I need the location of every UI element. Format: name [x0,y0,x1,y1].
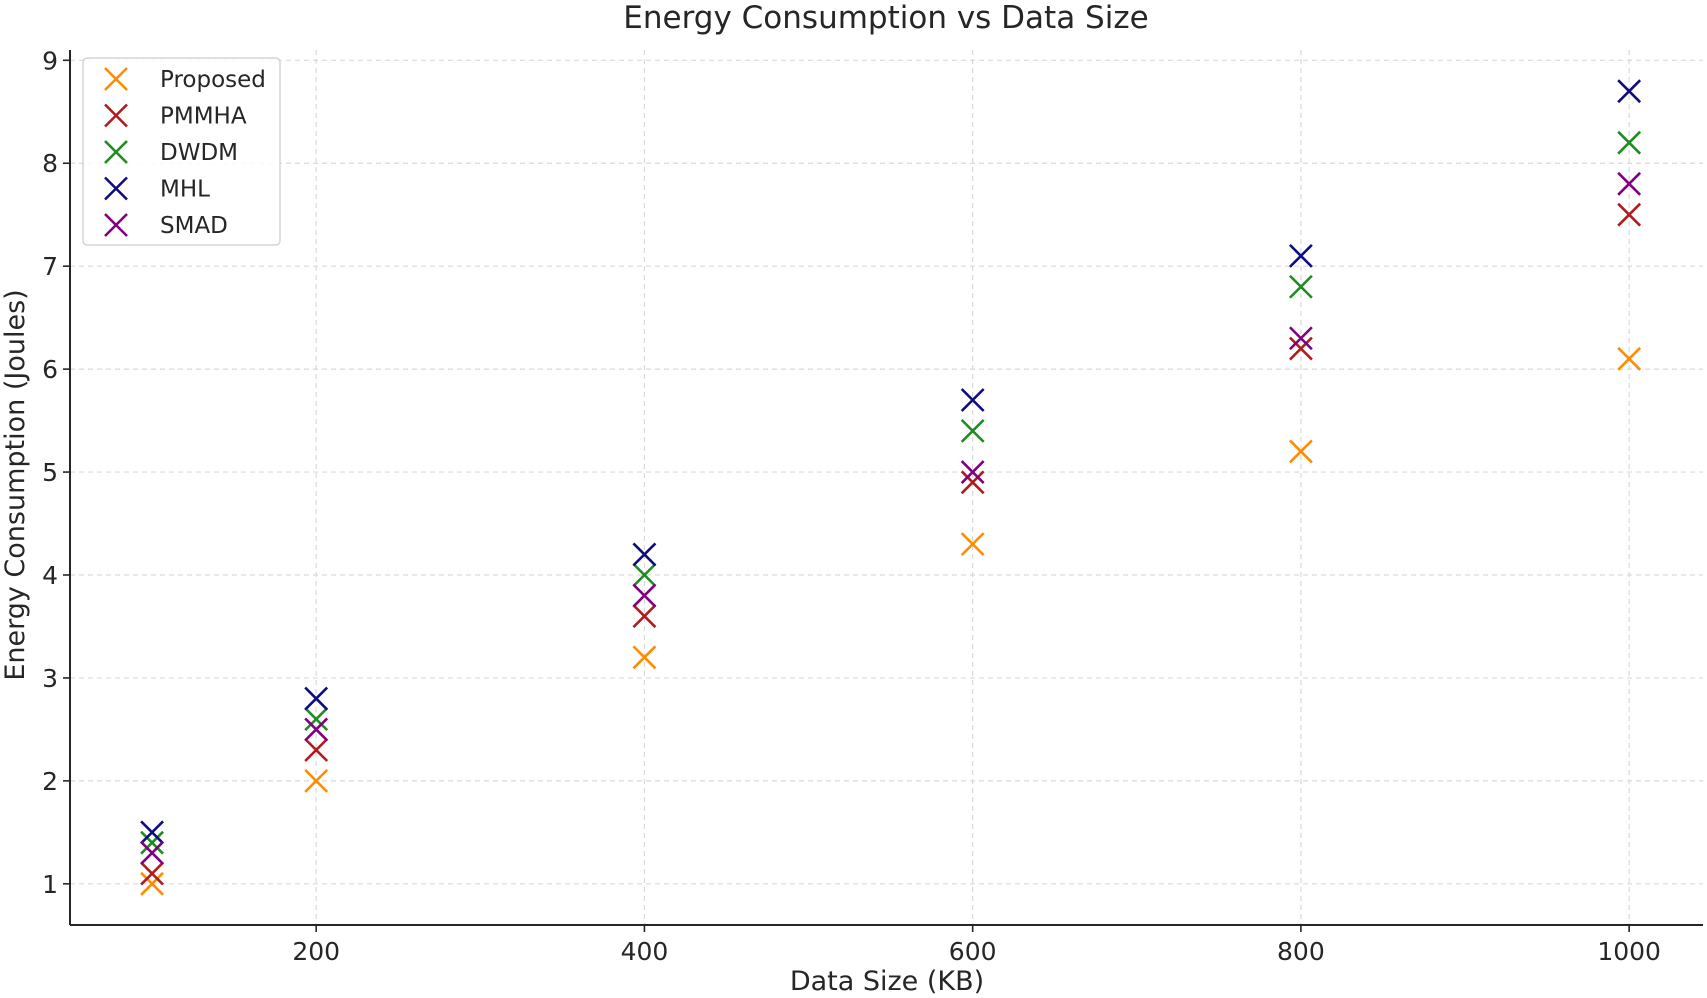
data-point [140,871,164,896]
legend-label: SMAD [160,213,228,239]
legend-box [82,57,281,246]
ticks: 200 400 600 800 1000 1 2 3 4 5 6 7 8 9 [42,46,1661,966]
series-dwdm [140,130,1642,855]
data-point [632,542,657,567]
data-point [1617,346,1642,371]
x-axis-label: Data Size (KB) [790,966,984,997]
series-pmmha [140,202,1642,886]
data-point [1617,130,1642,155]
y-tick-label: 7 [42,252,58,281]
legend-marker [104,176,128,201]
legend-label: PMMHA [160,104,247,130]
legend-marker [104,103,128,128]
data-point [632,583,657,608]
data-point [304,738,329,762]
legend-label: MHL [160,177,210,203]
data-point [304,717,329,742]
data-point [632,563,657,587]
data-point [140,861,164,886]
legend-marker [104,67,128,91]
data-point [632,604,657,629]
data-point [960,418,985,443]
data-point [1288,326,1313,351]
data-points [140,79,1642,896]
legend-item-mhl: MHL [104,176,210,203]
data-point [304,707,329,732]
grid [70,50,1703,925]
data-point [304,686,329,711]
legend-item-pmmha: PMMHA [104,103,247,130]
series-proposed [140,346,1642,896]
chart-title: Energy Consumption vs Data Size [623,0,1148,36]
data-point [1288,274,1313,299]
y-tick-label: 5 [42,458,58,487]
x-tick-label: 200 [292,937,340,966]
data-point [960,388,985,412]
data-point [1288,243,1313,268]
data-point [1617,171,1642,196]
x-tick-label: 800 [1277,937,1325,966]
y-tick-label: 6 [42,355,58,384]
y-tick-label: 3 [42,664,58,693]
legend-label: Proposed [160,67,266,93]
data-point [1288,336,1313,361]
y-tick-label: 8 [42,149,58,178]
axes [69,50,1703,926]
y-tick-label: 4 [42,561,58,590]
y-tick-label: 1 [42,870,58,899]
data-point [632,645,657,670]
data-point [960,460,985,484]
data-point [140,820,164,845]
data-point [1288,439,1313,464]
data-point [1617,202,1642,227]
legend: Proposed PMMHA DWDM MHL SMAD [82,57,281,246]
y-tick-label: 2 [42,767,58,796]
data-point [960,470,985,495]
series-smad [140,171,1642,865]
data-point [140,841,164,865]
y-axis-label: Energy Consumption (Joules) [0,289,31,680]
legend-marker [104,213,128,237]
data-point [304,768,329,793]
x-tick-label: 600 [949,937,997,966]
legend-marker [104,140,128,164]
x-tick-label: 400 [621,937,669,966]
data-point [140,830,164,855]
series-mhl [140,79,1642,845]
legend-label: DWDM [160,140,238,166]
x-tick-label: 1000 [1597,937,1661,966]
y-tick-label: 9 [42,46,58,75]
data-point [960,532,985,557]
legend-item-dwdm: DWDM [104,140,238,166]
legend-item-proposed: Proposed [104,67,266,93]
legend-item-smad: SMAD [104,213,228,239]
data-point [1617,79,1642,104]
